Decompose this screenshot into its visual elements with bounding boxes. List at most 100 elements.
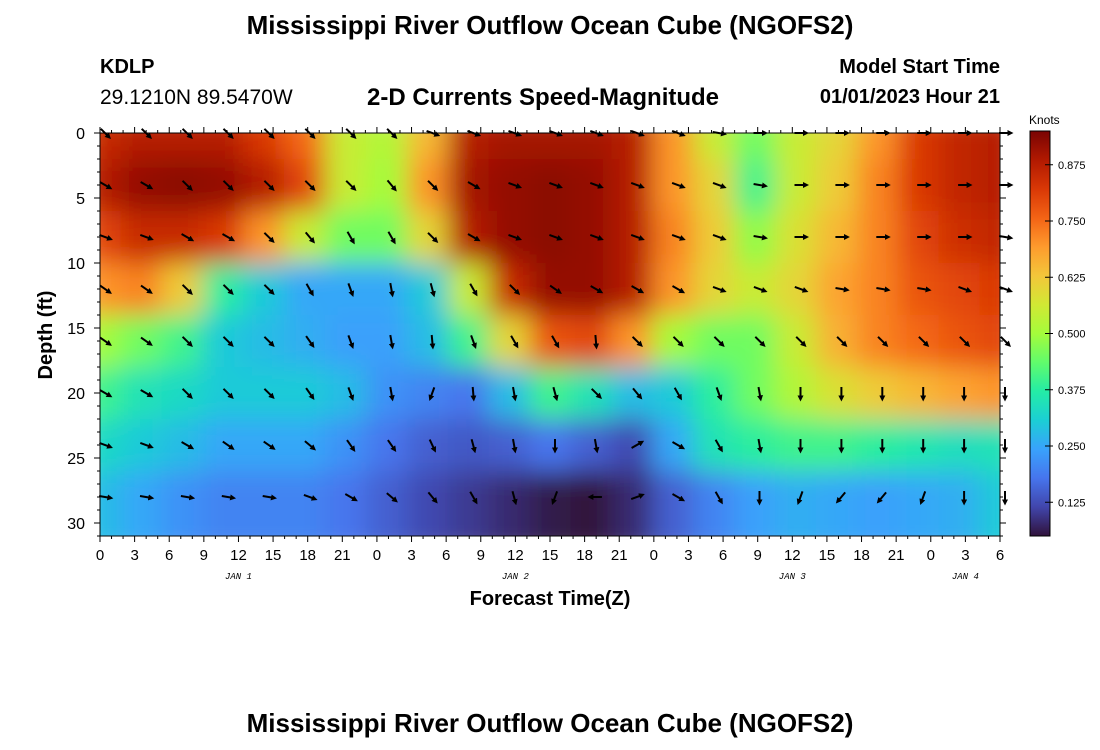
current-arrow <box>549 233 563 241</box>
current-arrow <box>753 285 768 293</box>
x-tick-label: 9 <box>754 547 762 564</box>
y-tick-label: 5 <box>76 191 85 208</box>
current-arrow <box>470 438 477 454</box>
heatmap-cell <box>325 471 367 536</box>
current-arrow <box>140 336 153 346</box>
heatmap-cell <box>815 471 858 536</box>
heatmap-cell <box>202 211 244 264</box>
current-arrow <box>222 388 234 399</box>
heatmap-cell <box>488 211 530 264</box>
colorbar-tick-label: 0.500 <box>1058 329 1086 341</box>
heatmap-cell <box>325 419 367 472</box>
x-tick-label: 0 <box>927 547 935 564</box>
heatmap-cell <box>243 419 285 472</box>
heatmap-cell <box>570 315 612 368</box>
x-tick-label: 0 <box>373 547 381 564</box>
heatmap-cell <box>938 419 980 472</box>
current-arrow <box>508 181 523 189</box>
heatmap-cell <box>406 211 449 264</box>
current-arrow <box>222 233 236 242</box>
x-tick-label: 18 <box>576 547 593 564</box>
current-arrow <box>387 231 396 245</box>
heatmap-cell <box>897 315 940 368</box>
heatmap-cell <box>365 471 408 536</box>
current-arrow <box>712 181 727 189</box>
heatmap-cell <box>488 315 530 368</box>
current-arrow <box>263 284 275 295</box>
current-arrow <box>387 439 397 452</box>
x-tick-label: 21 <box>611 547 628 564</box>
current-arrow <box>672 336 684 347</box>
current-arrow <box>757 386 763 402</box>
heatmap-cell <box>447 471 490 536</box>
y-tick-label: 30 <box>67 516 85 533</box>
current-arrow <box>180 494 196 501</box>
current-arrow <box>304 440 317 451</box>
current-arrow <box>304 231 316 244</box>
heatmap-cell <box>120 419 162 472</box>
heatmap-cell <box>120 211 162 264</box>
x-tick-label: 18 <box>299 547 316 564</box>
heatmap-cell <box>365 263 408 316</box>
heatmap-cell <box>406 263 449 316</box>
current-arrow <box>263 388 275 399</box>
heatmap-cell <box>611 419 653 472</box>
heatmap-cell <box>775 263 817 316</box>
current-arrow <box>99 389 113 398</box>
heatmap-cell <box>979 471 1000 536</box>
current-arrow <box>589 233 604 241</box>
current-arrow <box>630 181 645 189</box>
heatmap-cell <box>365 211 408 264</box>
current-arrow <box>222 284 234 295</box>
current-arrow <box>549 181 563 189</box>
current-arrow <box>511 490 518 506</box>
heatmap-cell <box>897 263 940 316</box>
current-arrow <box>630 233 645 241</box>
heatmap-cell <box>979 211 1000 264</box>
product-name: 2-D Currents Speed-Magnitude <box>367 84 720 111</box>
heatmap-cell <box>243 315 285 368</box>
heatmap-cell <box>611 263 653 316</box>
heatmap-cell <box>447 159 490 212</box>
heatmap-cell <box>938 471 980 536</box>
x-tick-label: 12 <box>784 547 801 564</box>
x-tick-label: 21 <box>334 547 351 564</box>
current-arrow <box>140 389 154 398</box>
heatmap-cell <box>406 367 449 420</box>
heatmap-cell <box>815 419 858 472</box>
heatmap-cell <box>529 133 571 160</box>
heatmap-cell <box>161 419 203 472</box>
current-arrow <box>469 283 478 297</box>
heatmap-cell <box>488 419 530 472</box>
current-arrow <box>715 387 723 401</box>
heatmap-cell <box>734 367 776 420</box>
heatmap-cell <box>243 133 285 160</box>
current-arrow <box>551 491 559 505</box>
current-arrow <box>262 494 277 501</box>
heatmap-cell <box>488 133 530 160</box>
x-tick-label: 0 <box>650 547 658 564</box>
colorbar-tick-label: 0.750 <box>1058 216 1086 228</box>
heatmap-cell <box>243 211 285 264</box>
heatmap-cell <box>161 315 203 368</box>
current-arrow <box>631 440 645 449</box>
heatmap-cell <box>570 367 612 420</box>
current-arrow <box>511 386 518 402</box>
current-arrow <box>140 181 154 190</box>
heatmap-cell <box>652 263 694 316</box>
current-arrow <box>139 494 155 501</box>
x-tick-label: 15 <box>265 547 282 564</box>
heatmap-cell <box>365 315 408 368</box>
current-arrow <box>428 439 437 453</box>
heatmap-cell <box>611 471 653 536</box>
heatmap-cell <box>120 133 162 160</box>
heatmap-cell <box>100 471 121 536</box>
current-arrow <box>467 181 481 190</box>
current-arrow <box>632 387 643 400</box>
current-arrow <box>510 335 519 349</box>
heatmap-cell <box>365 367 408 420</box>
current-arrow <box>263 232 275 243</box>
x-tick-label: 6 <box>996 547 1004 564</box>
heatmap-cell <box>284 315 326 368</box>
